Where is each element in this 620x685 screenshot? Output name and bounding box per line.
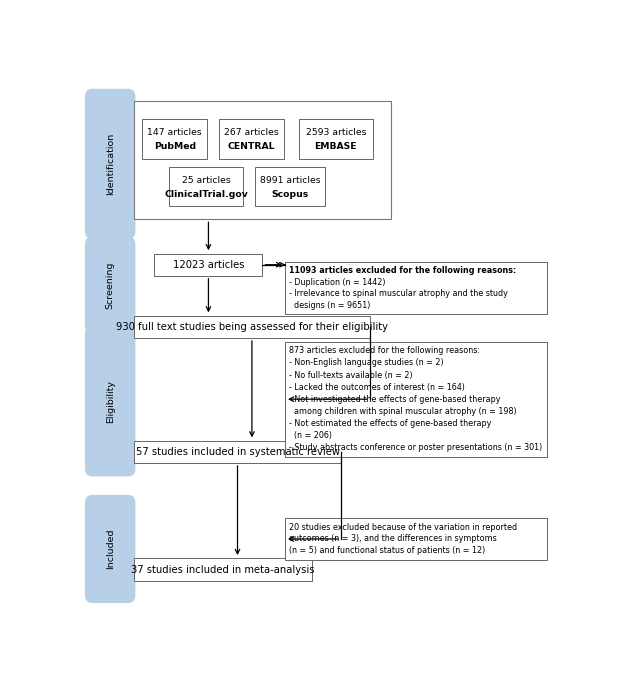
Text: among children with spinal muscular atrophy (n = 198): among children with spinal muscular atro… [289, 407, 516, 416]
Text: 873 articles excluded for the following reasons:: 873 articles excluded for the following … [289, 347, 480, 356]
FancyBboxPatch shape [134, 101, 391, 219]
Text: 147 articles: 147 articles [148, 128, 202, 137]
Text: designs (n = 9651): designs (n = 9651) [289, 301, 370, 310]
Text: (n = 5) and functional status of patients (n = 12): (n = 5) and functional status of patient… [289, 546, 485, 555]
Text: - Lacked the outcomes of interest (n = 164): - Lacked the outcomes of interest (n = 1… [289, 383, 465, 392]
Text: - Not estimated the effects of gene-based therapy: - Not estimated the effects of gene-base… [289, 419, 491, 428]
FancyBboxPatch shape [134, 316, 370, 338]
Text: Identification: Identification [105, 133, 115, 195]
FancyBboxPatch shape [169, 166, 243, 206]
Text: - Not investigated the effects of gene-based therapy: - Not investigated the effects of gene-b… [289, 395, 500, 403]
Text: PubMed: PubMed [154, 142, 196, 151]
FancyBboxPatch shape [219, 119, 284, 159]
Text: Scopus: Scopus [272, 190, 309, 199]
Text: Included: Included [105, 529, 115, 569]
Text: EMBASE: EMBASE [314, 142, 357, 151]
Text: (n = 206): (n = 206) [289, 431, 332, 440]
Text: 11093 articles excluded for the following reasons:: 11093 articles excluded for the followin… [289, 266, 516, 275]
Text: Screening: Screening [105, 262, 115, 309]
Text: - Non-English language studies (n = 2): - Non-English language studies (n = 2) [289, 358, 443, 367]
Text: ClinicalTrial.gov: ClinicalTrial.gov [164, 190, 248, 199]
Text: outcomes (n = 3), and the differences in symptoms: outcomes (n = 3), and the differences in… [289, 534, 497, 543]
FancyBboxPatch shape [285, 262, 547, 314]
Text: 25 articles: 25 articles [182, 175, 231, 184]
FancyBboxPatch shape [85, 236, 135, 334]
FancyBboxPatch shape [154, 253, 262, 276]
Text: - No full-texts available (n = 2): - No full-texts available (n = 2) [289, 371, 412, 379]
Text: 2593 articles: 2593 articles [306, 128, 366, 137]
FancyBboxPatch shape [143, 119, 207, 159]
Text: - Irrelevance to spinal muscular atrophy and the study: - Irrelevance to spinal muscular atrophy… [289, 289, 508, 298]
Text: 57 studies included in systematic review: 57 studies included in systematic review [136, 447, 340, 457]
FancyBboxPatch shape [85, 326, 135, 477]
Text: 37 studies included in meta-analysis: 37 studies included in meta-analysis [131, 564, 315, 575]
FancyBboxPatch shape [85, 495, 135, 603]
Text: 20 studies excluded because of the variation in reported: 20 studies excluded because of the varia… [289, 523, 517, 532]
Text: CENTRAL: CENTRAL [228, 142, 275, 151]
Text: Eligibility: Eligibility [105, 379, 115, 423]
FancyBboxPatch shape [298, 119, 373, 159]
FancyBboxPatch shape [134, 558, 312, 581]
FancyBboxPatch shape [134, 441, 341, 463]
Text: - Study abstracts conference or poster presentations (n = 301): - Study abstracts conference or poster p… [289, 443, 542, 452]
Text: 267 articles: 267 articles [224, 128, 279, 137]
FancyBboxPatch shape [285, 342, 547, 457]
Text: 12023 articles: 12023 articles [173, 260, 244, 270]
FancyBboxPatch shape [285, 519, 547, 560]
Text: 930 full text studies being assessed for their eligibility: 930 full text studies being assessed for… [116, 322, 388, 332]
Text: 8991 articles: 8991 articles [260, 175, 321, 184]
FancyBboxPatch shape [255, 166, 325, 206]
FancyBboxPatch shape [85, 89, 135, 239]
Text: - Duplication (n = 1442): - Duplication (n = 1442) [289, 277, 386, 286]
